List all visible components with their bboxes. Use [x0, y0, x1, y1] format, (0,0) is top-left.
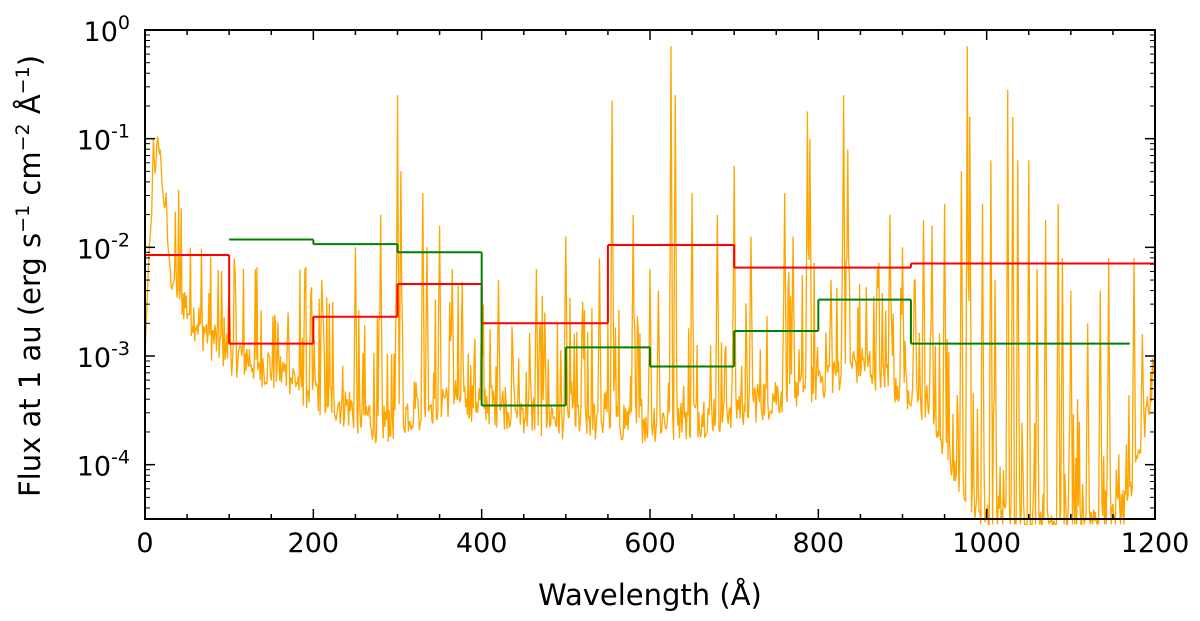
y-tick-label: 10-4	[77, 447, 130, 483]
x-tick-label: 1200	[1121, 528, 1190, 559]
x-tick-label: 800	[793, 528, 845, 559]
y-tick-label: 10-3	[77, 338, 130, 374]
x-tick-labels: 0 200 400 600 800 1000 1200	[136, 528, 1189, 559]
x-axis-title: Wavelength (Å)	[538, 578, 762, 612]
x-tick-label: 1000	[952, 528, 1021, 559]
spectrum-series	[144, 46, 1156, 526]
green-step-series	[229, 238, 1130, 407]
x-tick-label: 400	[456, 528, 508, 559]
x-tick-label: 600	[624, 528, 676, 559]
x-tick-label: 0	[136, 528, 153, 559]
axis-ticks	[144, 29, 1156, 519]
spectrum-line	[144, 46, 1156, 526]
y-tick-label: 100	[84, 12, 130, 48]
x-tick-label: 200	[288, 528, 340, 559]
y-tick-label: 10-2	[77, 229, 130, 265]
y-tick-label: 10-1	[77, 121, 130, 157]
y-axis-title: Flux at 1 au (erg s−1 cm−2 Å−1)	[12, 55, 47, 497]
y-tick-labels: 100 10-1 10-2 10-3 10-4	[77, 12, 130, 483]
red-step-series	[145, 244, 1155, 345]
